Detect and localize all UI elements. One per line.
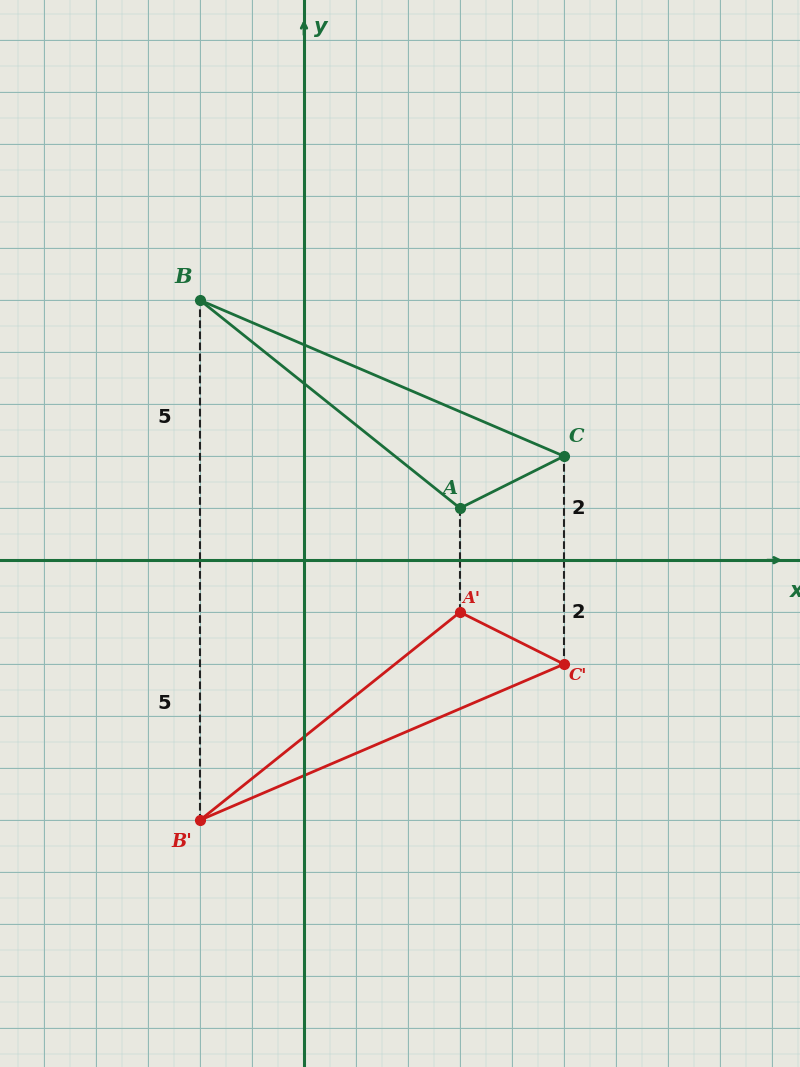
Text: 5: 5 xyxy=(158,408,171,427)
Text: 2: 2 xyxy=(572,603,586,622)
Text: 5: 5 xyxy=(158,694,171,713)
Text: y: y xyxy=(314,17,328,36)
Text: B: B xyxy=(174,267,192,287)
Text: C': C' xyxy=(570,667,587,684)
Text: A': A' xyxy=(462,590,481,607)
Text: x: x xyxy=(790,580,800,601)
Text: 2: 2 xyxy=(572,498,586,517)
Text: C: C xyxy=(570,428,585,446)
Text: B': B' xyxy=(171,833,192,851)
Text: A: A xyxy=(442,480,458,498)
